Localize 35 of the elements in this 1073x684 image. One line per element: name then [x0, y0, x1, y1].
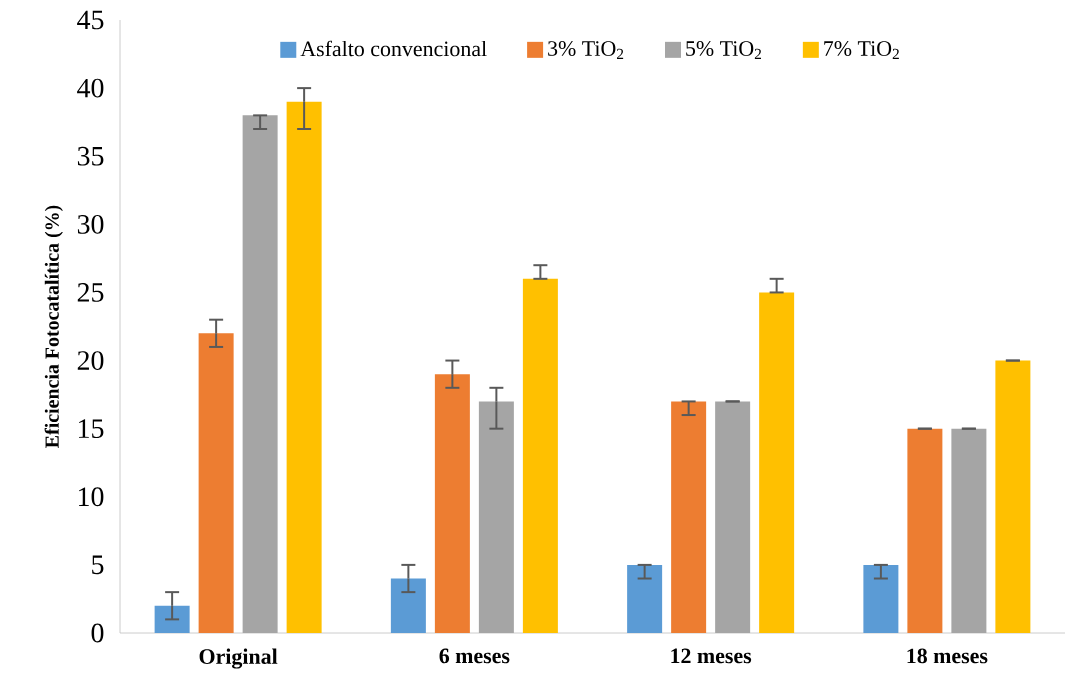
bar — [863, 564, 899, 633]
y-tick-label: 45 — [77, 10, 104, 30]
y-axis-title: Eficiencia Fotocatalítica (%) — [44, 205, 63, 448]
bar — [198, 333, 234, 633]
y-tick-label: 0 — [91, 623, 104, 643]
bar — [286, 101, 322, 633]
bar — [907, 428, 943, 633]
bar — [522, 278, 558, 633]
bar — [627, 564, 663, 633]
bar — [715, 401, 751, 633]
bar — [390, 578, 426, 633]
bar — [951, 428, 987, 633]
y-tick-label: 20 — [77, 351, 104, 370]
y-tick-label: 10 — [79, 487, 104, 507]
x-tick-label: 18 meses — [907, 648, 988, 664]
legend-label: Asfalto convencional — [300, 40, 487, 57]
bar — [154, 605, 190, 633]
y-tick-label: 25 — [77, 283, 104, 302]
legend-label: 3% TiO$_{2}$ — [548, 41, 624, 59]
y-tick-label: 5 — [92, 555, 104, 575]
legend-label: 7% TiO$_{2}$ — [824, 41, 899, 59]
y-tick-label: 40 — [77, 78, 104, 98]
x-tick-label: Original — [199, 648, 278, 669]
bar — [759, 292, 795, 633]
y-tick-label: 30 — [77, 214, 104, 234]
bar — [995, 360, 1031, 633]
x-tick-label: 6 meses — [439, 648, 510, 664]
x-tick-label: 12 meses — [671, 648, 752, 664]
y-tick-label: 35 — [77, 146, 104, 166]
bar — [434, 374, 470, 633]
y-tick-label: 15 — [79, 419, 104, 439]
bar — [242, 115, 278, 633]
bar — [671, 401, 707, 633]
bar — [478, 401, 514, 633]
legend-label: 5% TiO$_{2}$ — [686, 41, 761, 59]
